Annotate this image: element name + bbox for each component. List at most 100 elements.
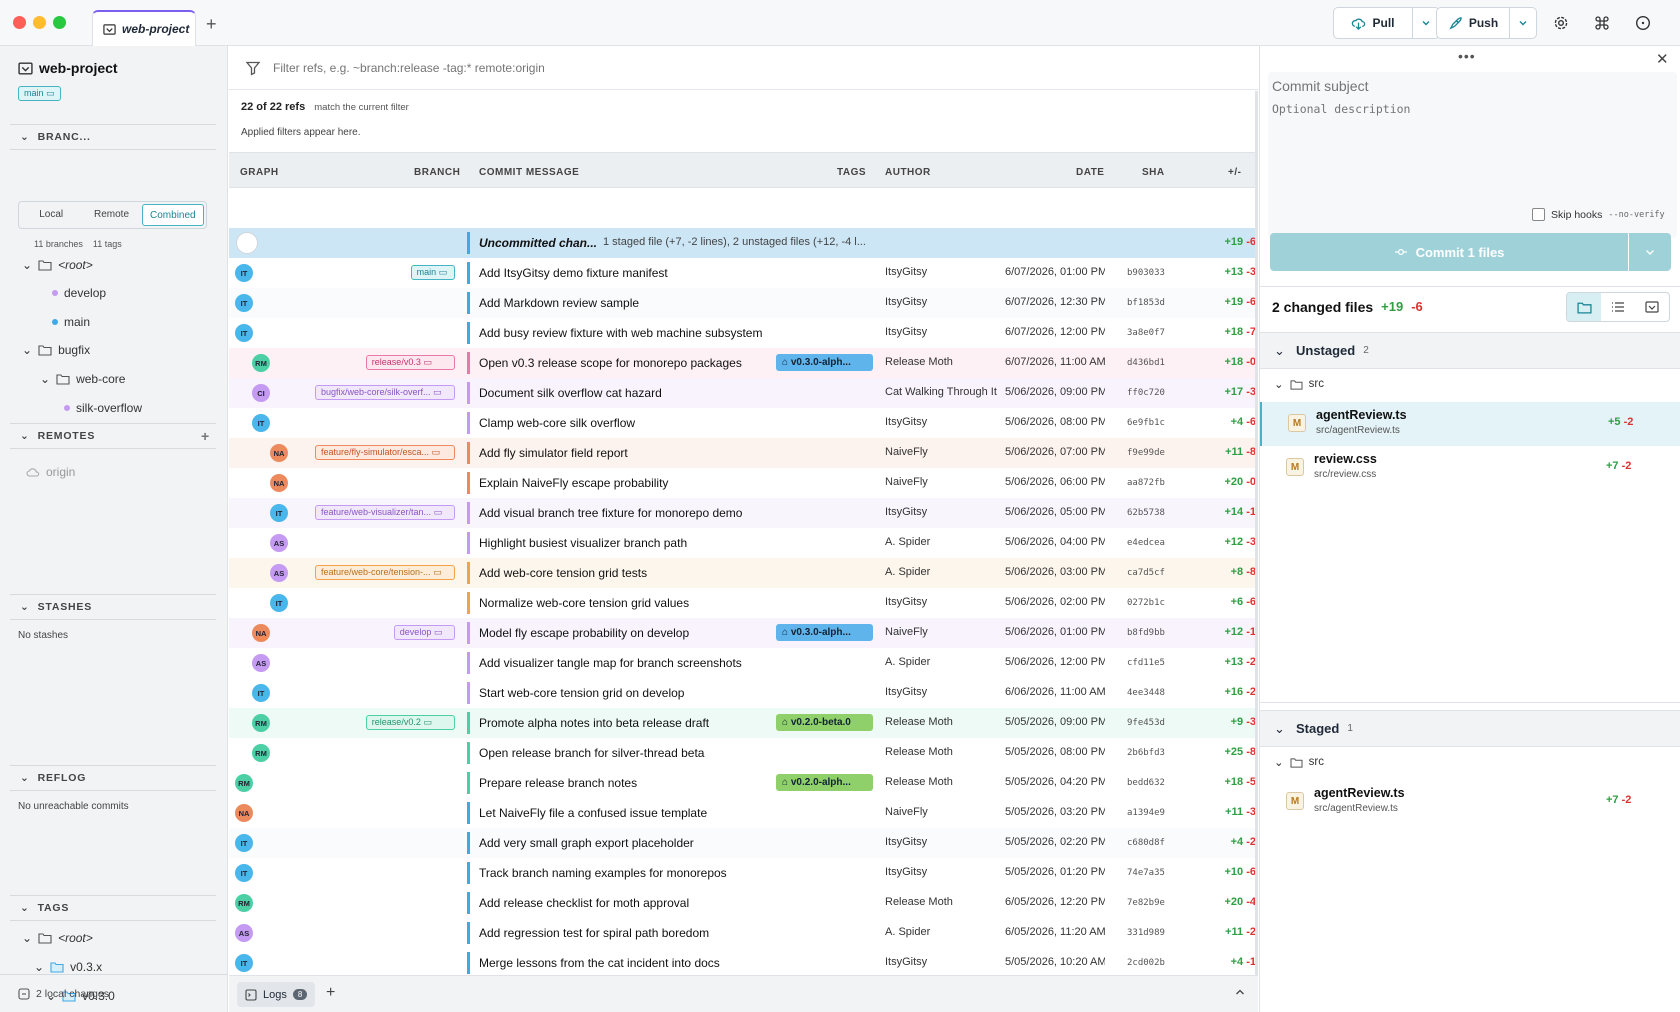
staged-folder-src[interactable]: ⌄ src [1274,755,1324,769]
tag-tree-root[interactable]: ⌄ <root> [22,931,93,945]
commit-sha[interactable]: b903033 [1127,268,1165,278]
skip-hooks-checkbox[interactable] [1532,208,1545,221]
branch-label-pill[interactable]: develop ▭ [393,625,455,640]
col-author[interactable]: AUTHOR [885,167,931,178]
uncommitted-row[interactable]: Uncommitted chan... 1 staged file (+7, -… [229,228,1258,258]
tree-folder-web-core[interactable]: ⌄ web-core [40,372,125,386]
tag-folder-v0-3-0[interactable]: ⌄ v0.3.0 [46,989,115,1003]
commit-sha[interactable]: 2cd002b [1127,958,1165,968]
pull-button[interactable]: Pull [1333,7,1413,39]
unstaged-folder-src[interactable]: ⌄ src [1274,377,1324,391]
commit-sha[interactable]: bf1853d [1127,298,1165,308]
commit-row[interactable]: CI bugfix/web-core/silk-overf... ▭ Documen… [229,378,1258,408]
commit-sha[interactable]: 3a8e0f7 [1127,328,1165,338]
close-window-button[interactable] [13,16,26,29]
reflog-section-header[interactable]: ⌄ REFLOG [10,765,216,791]
commit-row[interactable]: NA Explain NaiveFly escape probability Nai… [229,468,1258,498]
commit-row[interactable]: AS Add visualizer tangle map for branch s… [229,648,1258,678]
commit-sha[interactable]: a1394e9 [1127,808,1165,818]
commit-row[interactable]: IT Clamp web-core silk overflow ItsyGitsy 5… [229,408,1258,438]
tree-branch-develop[interactable]: develop [52,286,106,300]
settings-button[interactable] [1552,14,1570,32]
commit-options-button[interactable] [1629,233,1671,271]
commit-row[interactable]: IT Start web-core tension grid on develop… [229,678,1258,708]
scope-combined[interactable]: Combined [141,204,204,226]
branch-label-pill[interactable]: feature/web-core/tension-... ▭ [315,565,455,580]
tree-view-button[interactable] [1567,293,1601,321]
commit-description-input[interactable] [1272,102,1668,222]
commit-row[interactable]: IT Add busy review fixture with web machi… [229,318,1258,348]
commit-sha[interactable]: 7e82b9e [1127,898,1165,908]
tag-pill[interactable]: ⌂ v0.3.0-alph... [776,354,873,371]
changed-file-row[interactable]: M agentReview.ts src/agentReview.ts +7 -… [1260,780,1680,824]
commit-row[interactable]: RM release/v0.3 ▭ Open v0.3 release scope … [229,348,1258,378]
zoom-window-button[interactable] [53,16,66,29]
commit-subject-input[interactable] [1272,78,1668,94]
tag-pill[interactable]: ⌂ v0.2.0-alph... [776,774,873,791]
col-graph[interactable]: GRAPH [240,167,279,178]
scope-remote[interactable]: Remote [93,209,129,220]
col-branch[interactable]: BRANCH [414,167,461,178]
branch-label-pill[interactable]: release/v0.3 ▭ [365,355,455,370]
scrollbar[interactable] [1255,91,1258,975]
commit-row[interactable]: IT Merge lessons from the cat incident in… [229,948,1258,975]
commit-sha[interactable]: e4edcea [1127,538,1165,548]
list-view-button[interactable] [1601,293,1635,321]
commit-sha[interactable]: 62b5738 [1127,508,1165,518]
collapse-panel-button[interactable] [1234,986,1246,1001]
tag-pill[interactable]: ⌂ v0.2.0-beta.0 [776,714,873,731]
more-options-icon[interactable]: ••• [1458,48,1476,64]
col-date[interactable]: DATE [1076,167,1105,178]
local-changes-link[interactable]: 2 local changes [18,988,109,1000]
commit-row[interactable]: NA develop ▭ Model fly escape probability … [229,618,1258,648]
col-sha[interactable]: SHA [1142,167,1165,178]
changed-file-row[interactable]: M agentReview.ts src/agentReview.ts +5 -… [1260,402,1680,446]
staged-section-header[interactable]: ⌄ Staged 1 [1260,710,1680,747]
push-button[interactable]: Push [1436,7,1510,39]
commit-sha[interactable]: b8fd9bb [1127,628,1165,638]
branch-label-pill[interactable]: feature/fly-simulator/esca... ▭ [315,445,455,460]
commit-row[interactable]: IT Add very small graph export placeholde… [229,828,1258,858]
commit-row[interactable]: RM Open release branch for silver-thread … [229,738,1258,768]
tag-folder-v0-3-x[interactable]: ⌄ v0.3.x [34,960,102,974]
tags-section-header[interactable]: ⌄ TAGS [10,895,216,921]
close-panel-button[interactable]: ✕ [1656,51,1669,68]
col-message[interactable]: COMMIT MESSAGE [479,167,580,178]
tree-root[interactable]: ⌄ <root> [22,258,93,272]
commit-sha[interactable]: cfd11e5 [1127,658,1165,668]
branch-label-pill[interactable]: main ▭ [410,265,455,280]
commit-sha[interactable]: 2b6bfd3 [1127,748,1165,758]
commit-row[interactable]: NA feature/fly-simulator/esca... ▭ Add fly… [229,438,1258,468]
commit-row[interactable]: IT feature/web-visualizer/tan... ▭ Add vis… [229,498,1258,528]
changed-file-row[interactable]: M review.css src/review.css +7 -2 [1260,446,1680,490]
branches-section-header[interactable]: ⌄ BRANC... [10,124,216,150]
commit-sha[interactable]: 0272b1c [1127,598,1165,608]
col-diff[interactable]: +/- [1228,167,1242,178]
add-remote-button[interactable]: + [201,428,210,444]
commit-sha[interactable]: aa872fb [1127,478,1165,488]
commit-sha[interactable]: d436bd1 [1127,358,1165,368]
commit-row[interactable]: RM release/v0.2 ▭ Promote alpha notes into… [229,708,1258,738]
commit-sha[interactable]: f9e99de [1127,448,1165,458]
commit-button[interactable]: Commit 1 files [1270,233,1628,271]
commit-row[interactable]: IT main ▭ Add ItsyGitsy demo fixture manif… [229,258,1258,288]
remote-origin[interactable]: origin [26,465,75,479]
commit-row[interactable]: AS feature/web-core/tension-... ▭ Add web-… [229,558,1258,588]
branch-label-pill[interactable]: release/v0.2 ▭ [365,715,455,730]
branch-label-pill[interactable]: bugfix/web-core/silk-overf... ▭ [315,385,455,400]
commit-row[interactable]: RM Add release checklist for moth approva… [229,888,1258,918]
scope-local[interactable]: Local [39,209,64,220]
commit-row[interactable]: AS Highlight busiest visualizer branch pa… [229,528,1258,558]
pull-options-button[interactable] [1412,7,1440,39]
tree-branch-silk-overflow[interactable]: silk-overflow [64,401,142,415]
stashes-section-header[interactable]: ⌄ STASHES [10,594,216,620]
unstaged-section-header[interactable]: ⌄ Unstaged 2 [1260,332,1680,369]
logs-tab[interactable]: Logs 8 [237,982,316,1007]
current-branch-badge[interactable]: main ▭ [18,86,61,101]
command-palette-button[interactable] [1593,14,1611,32]
push-options-button[interactable] [1509,7,1537,39]
new-tab-button[interactable]: + [206,14,217,34]
filter-input[interactable] [273,60,833,75]
remotes-section-header[interactable]: ⌄ REMOTES + [10,423,216,449]
commit-row[interactable]: NA Let NaiveFly file a confused issue tem… [229,798,1258,828]
